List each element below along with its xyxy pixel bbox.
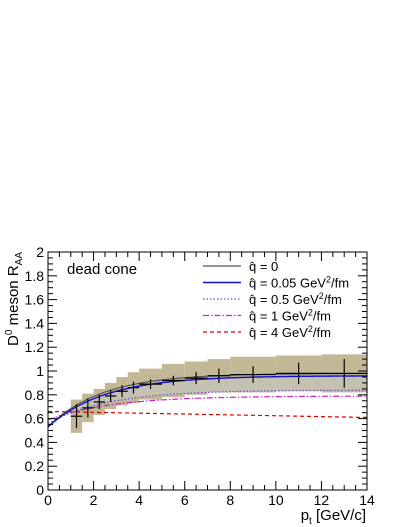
data-point-5: [127, 381, 140, 394]
y-ticks: 0 0.2 0.4 0.6 0.8 1 1.2 1.4 1.6 1.8 2: [25, 244, 367, 498]
x-ticks: 0 2 4 6 8 10 12 14: [44, 252, 375, 508]
data-point-8: [184, 372, 208, 385]
data-point-0: [70, 404, 83, 429]
legend-item-3: q̂ = 1 GeV2/fm: [203, 308, 331, 324]
data-point-11: [275, 362, 322, 385]
data-points: [70, 359, 367, 429]
y-tick-label: 1: [36, 363, 44, 379]
y-tick-label: 0: [36, 482, 44, 498]
legend-item-2: q̂ = 0.5 GeV2/fm: [203, 291, 342, 307]
data-point-3: [104, 390, 117, 402]
data-point-7: [161, 375, 185, 386]
y-tick-label: 0.2: [25, 458, 45, 474]
y-tick-label: 1.8: [25, 268, 45, 284]
curve-3: [47, 395, 368, 421]
data-point-9: [207, 368, 231, 383]
x-tick-label: 8: [226, 492, 234, 508]
y-tick-label: 0.4: [25, 434, 45, 450]
legend-label: q̂ = 0.5 GeV2/fm: [249, 291, 342, 307]
y-tick-label: 0.6: [25, 411, 45, 427]
data-point-1: [82, 398, 94, 418]
legend-item-4: q̂ = 4 GeV2/fm: [203, 324, 331, 340]
y-tick-label: 1.6: [25, 292, 45, 308]
x-tick-label: 0: [44, 492, 52, 508]
dead-cone-annotation: dead cone: [67, 261, 137, 278]
data-point-4: [116, 385, 128, 398]
x-tick-label: 14: [359, 492, 375, 508]
legend-label: q̂ = 4 GeV2/fm: [249, 324, 331, 340]
y-tick-label: 1.2: [25, 339, 45, 355]
x-tick-label: 4: [135, 492, 143, 508]
y-axis-title: D0 meson RAA: [4, 252, 25, 346]
x-tick-label: 2: [90, 492, 98, 508]
x-tick-label: 6: [181, 492, 189, 508]
legend-label: q̂ = 1 GeV2/fm: [249, 308, 331, 324]
legend-item-1: q̂ = 0.05 GeV2/fm: [203, 275, 349, 291]
y-tick-label: 0.8: [25, 387, 45, 403]
data-point-10: [230, 366, 276, 383]
x-axis-title: pt [GeV/c]: [301, 507, 366, 527]
legend-item-0: q̂ = 0: [203, 259, 278, 274]
curve-2: [47, 389, 368, 424]
y-tick-label: 1.4: [25, 315, 45, 331]
y-tick-label: 2: [36, 244, 44, 260]
curve-1: [47, 375, 368, 428]
legend: q̂ = 0q̂ = 0.05 GeV2/fmq̂ = 0.5 GeV2/fmq…: [203, 259, 349, 340]
x-tick-label: 12: [314, 492, 330, 508]
legend-label: q̂ = 0.05 GeV2/fm: [249, 275, 349, 291]
legend-label: q̂ = 0: [249, 259, 278, 274]
data-point-6: [139, 379, 162, 389]
x-tick-label: 10: [268, 492, 284, 508]
data-point-2: [93, 394, 105, 410]
data-point-12: [321, 359, 367, 388]
